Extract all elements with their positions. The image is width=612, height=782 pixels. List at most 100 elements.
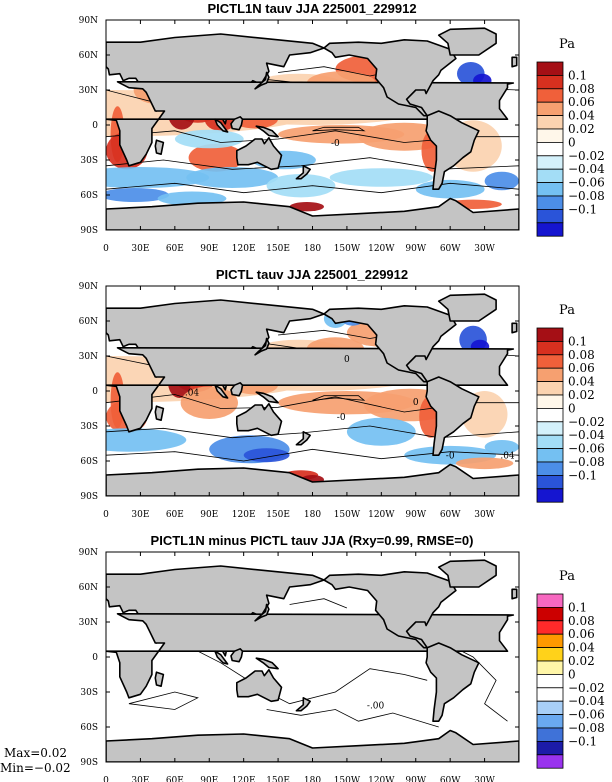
x-tick-label: 120E: [232, 244, 256, 254]
panel-1-title: PICTL1N tauv JJA 225001_229912: [207, 1, 416, 16]
y-tick-label: 60N: [79, 583, 98, 593]
y-tick-label: 60S: [80, 457, 98, 467]
landmass-australia: [236, 137, 283, 171]
x-tick-label: 30W: [474, 510, 495, 520]
x-tick-label: 90W: [405, 776, 426, 782]
colorbar-label: 0.04: [568, 641, 595, 655]
field-blob: [106, 188, 170, 202]
contour-line: [312, 395, 366, 401]
landmass-africa: [106, 81, 515, 167]
contour-label: -0: [446, 452, 455, 462]
panel-3-unit: Pa: [559, 569, 575, 584]
colorbar-box: [536, 88, 564, 103]
colorbar-box: [536, 394, 564, 409]
y-tick-label: 60S: [80, 191, 98, 201]
x-tick-label: 30W: [474, 244, 495, 254]
landmass-sumatra: [214, 384, 229, 399]
colorbar-box: [536, 115, 564, 130]
field-blob: [484, 171, 519, 191]
x-tick-label: 120W: [368, 776, 395, 782]
x-tick-label: 30W: [474, 776, 495, 782]
colorbar-box: [536, 61, 564, 76]
landmass-greenland: [437, 27, 497, 56]
landmass-borneo: [230, 381, 244, 397]
landmass-japan: [254, 71, 270, 90]
contour-label: 0: [413, 398, 419, 408]
landmass-uk: [511, 588, 518, 600]
panel-3-axes: 0 30E 60E 90E 120E 150E 180 150W 120W 90W 60W 30W 90…: [79, 548, 519, 782]
colorbar-label: −0.06: [568, 442, 605, 456]
field-blob: [106, 167, 210, 188]
contour-label: -0: [331, 139, 340, 149]
landmass-newguinea: [255, 657, 279, 670]
colorbar-box: [536, 407, 564, 423]
colorbar-box: [536, 354, 564, 369]
panel-3-map: -.00: [106, 552, 519, 762]
panel-3-max: Max=0.02: [4, 746, 67, 760]
x-tick-label: 90E: [200, 244, 218, 254]
x-tick-label: 90W: [405, 510, 426, 520]
contour-label: .04: [500, 452, 515, 462]
field-blob: [415, 179, 485, 199]
landmass-uk: [511, 322, 518, 334]
landmass-newguinea: [255, 391, 279, 404]
landmass-greenland: [437, 559, 497, 588]
colorbar-box: [536, 488, 564, 503]
landmass-namerica: [323, 570, 457, 649]
x-tick-label: 0: [103, 510, 109, 520]
colorbar-label: 0: [568, 135, 576, 149]
x-tick-label: 30E: [131, 510, 149, 520]
landmass-samerica: [425, 376, 480, 457]
colorbar-box: [536, 461, 564, 476]
contour-label: -.00: [367, 701, 385, 711]
colorbar-box: [536, 741, 564, 756]
colorbar-label: 0.04: [568, 109, 595, 123]
colorbar-box: [536, 222, 564, 237]
panel-1-axes: 0 30E 60E 90E 120E 150E 180 150W 120W 90W 60W 30W 90…: [79, 16, 519, 254]
colorbar-label: −0.1: [568, 468, 597, 482]
landmass-nz: [295, 165, 312, 180]
colorbar-label: −0.02: [568, 415, 605, 429]
landmass-madagascar: [154, 139, 165, 155]
landmass-nz: [295, 430, 312, 446]
landmass-japan: [254, 603, 270, 622]
colorbar-box: [536, 367, 564, 383]
y-tick-label: 90N: [79, 282, 98, 292]
landmass-greenland: [437, 293, 497, 322]
landmass-australia: [236, 402, 283, 437]
field-blob: [329, 168, 433, 187]
field-blob: [266, 174, 336, 198]
colorbar-box: [536, 381, 564, 396]
y-tick-label: 30S: [80, 688, 98, 698]
y-tick-label: 30N: [79, 618, 98, 628]
colorbar-box: [536, 700, 564, 716]
y-tick-label: 90S: [80, 492, 98, 502]
y-tick-label: 30N: [79, 86, 98, 96]
panel-2: PICTL tauv JJA 225001_229912 .04-000-0.0…: [79, 267, 605, 520]
colorbar-box: [536, 754, 564, 769]
x-tick-label: 60W: [440, 510, 461, 520]
colorbar-box: [536, 593, 564, 608]
colorbar-box: [536, 182, 564, 197]
contour-line: [266, 709, 439, 728]
colorbar-label: −0.08: [568, 189, 605, 203]
colorbar-label: −0.02: [568, 149, 605, 163]
landmass-sumatra: [214, 118, 229, 133]
panel-1-unit: Pa: [559, 37, 575, 52]
x-tick-label: 120E: [232, 776, 256, 782]
contour-label: 0: [344, 355, 350, 365]
y-tick-label: 0: [92, 121, 98, 131]
field-blob: [186, 167, 279, 188]
panel-1-map: -0: [106, 20, 519, 230]
colorbar-box: [536, 75, 564, 90]
x-tick-label: 150E: [266, 776, 290, 782]
contour-line: [106, 182, 519, 194]
colorbar-label: 0.08: [568, 82, 595, 96]
colorbar-label: 0.04: [568, 375, 595, 389]
contour-label: .04: [185, 389, 200, 399]
landmass-madagascar: [154, 405, 165, 422]
x-tick-label: 180: [304, 244, 321, 254]
colorbar-box: [536, 195, 564, 210]
colorbar-label: 0.08: [568, 614, 595, 628]
